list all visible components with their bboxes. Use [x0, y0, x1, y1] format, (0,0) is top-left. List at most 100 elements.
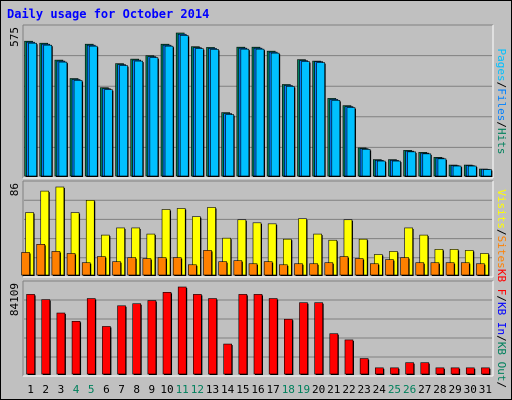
x-tick-label: 30	[464, 383, 477, 396]
x-tick-label: 27	[418, 383, 431, 396]
bar-sites	[172, 257, 182, 276]
x-tick-label: 9	[149, 383, 156, 396]
bar-kb	[329, 333, 339, 375]
x-tick-label: 13	[206, 383, 219, 396]
x-tick-label: 25	[388, 383, 401, 396]
x-tick-label: 11	[176, 383, 189, 396]
bar-kb	[41, 299, 51, 375]
bar-sites	[36, 244, 46, 276]
bar-kb	[450, 367, 460, 375]
bar-pages	[301, 61, 310, 177]
x-tick-label: 16	[251, 383, 264, 396]
bar-pages	[346, 107, 356, 177]
right-label-hits: Pages/Files/Hits	[495, 49, 508, 155]
x-tick-label: 24	[373, 383, 387, 396]
bar-pages	[407, 151, 416, 177]
bar-sites	[233, 260, 243, 276]
right-label-kb: KB F/KB In/KB Out/	[495, 269, 508, 388]
bar-pages	[179, 35, 189, 177]
bar-pages	[164, 45, 174, 177]
bar-pages	[210, 49, 219, 177]
bar-pages	[28, 42, 37, 177]
bar-pages	[149, 57, 159, 177]
bar-pages	[467, 165, 477, 177]
bar-sites	[248, 263, 258, 276]
x-tick-label: 4	[73, 383, 80, 396]
bar-sites	[385, 259, 394, 276]
x-tick-label: 31	[479, 383, 492, 396]
bar-kb	[284, 318, 293, 375]
bar-pages	[392, 160, 401, 177]
bar-kb	[223, 343, 232, 375]
bar-sites	[294, 263, 303, 276]
bar-kb	[132, 303, 142, 375]
y-max-label-kb: 84109	[8, 283, 21, 316]
bar-kb	[481, 367, 490, 375]
x-tick-label: 3	[58, 383, 65, 396]
bar-pages	[134, 60, 144, 177]
bar-pages	[437, 158, 447, 177]
bar-pages	[483, 169, 492, 177]
bar-sites	[430, 262, 440, 276]
x-tick-label: 26	[403, 383, 416, 396]
bar-sites	[445, 262, 455, 276]
x-tick-label: 29	[448, 383, 461, 396]
bar-pages	[452, 165, 462, 177]
x-tick-label: 8	[133, 383, 140, 396]
right-label-visits-part: /	[495, 229, 508, 236]
x-tick-label: 5	[88, 383, 95, 396]
bar-sites	[460, 262, 470, 276]
bar-sites	[112, 261, 121, 276]
bar-kb	[86, 298, 96, 375]
bar-sites	[142, 258, 152, 276]
right-label-kb-part: /	[495, 335, 508, 342]
bar-pages	[422, 153, 432, 177]
right-label-kb-part: KB In	[495, 302, 508, 335]
right-label-hits-part: /	[495, 82, 508, 89]
bar-kb	[71, 320, 81, 375]
x-tick-label: 1	[27, 383, 34, 396]
bar-sites	[369, 263, 379, 276]
bar-pages	[43, 44, 53, 177]
bar-kb	[405, 362, 414, 375]
bar-kb	[268, 298, 278, 375]
x-tick-label: 2	[42, 383, 49, 396]
x-tick-label: 23	[358, 383, 371, 396]
right-label-kb-part: KB Out	[495, 342, 508, 382]
bar-pages	[225, 114, 234, 177]
bar-kb	[344, 339, 354, 375]
bar-sites	[324, 262, 334, 276]
bar-kb	[26, 294, 35, 375]
bar-kb	[177, 286, 187, 375]
x-tick-label: 14	[221, 383, 235, 396]
bar-kb	[117, 305, 126, 375]
right-label-hits-part: Hits	[495, 128, 508, 155]
chart-title: Daily usage for October 2014	[7, 7, 210, 21]
bar-sites	[66, 253, 76, 276]
right-label-visits: Visits/Sites	[495, 189, 508, 269]
bar-sites	[400, 257, 409, 276]
x-tick-label: 7	[118, 383, 125, 396]
bar-kb	[314, 302, 323, 375]
bar-pages	[316, 62, 325, 177]
bar-kb	[147, 300, 157, 375]
x-tick-label: 17	[267, 383, 280, 396]
bar-sites	[263, 261, 273, 276]
right-label-visits-part: Sites	[495, 236, 508, 269]
x-tick-label: 10	[160, 383, 173, 396]
x-tick-label: 28	[433, 383, 446, 396]
bar-kb	[102, 326, 111, 375]
bar-kb	[56, 312, 66, 375]
bar-sites	[51, 251, 61, 276]
bar-kb	[253, 294, 263, 375]
bar-sites	[339, 256, 349, 276]
right-label-kb-part: /	[495, 382, 508, 389]
right-label-kb-part: /	[495, 295, 508, 302]
bar-pages	[376, 160, 386, 177]
bar-pages	[73, 80, 83, 177]
bar-sites	[309, 263, 318, 276]
bar-sites	[157, 257, 167, 276]
bar-pages	[270, 52, 280, 177]
x-tick-label: 20	[312, 383, 325, 396]
